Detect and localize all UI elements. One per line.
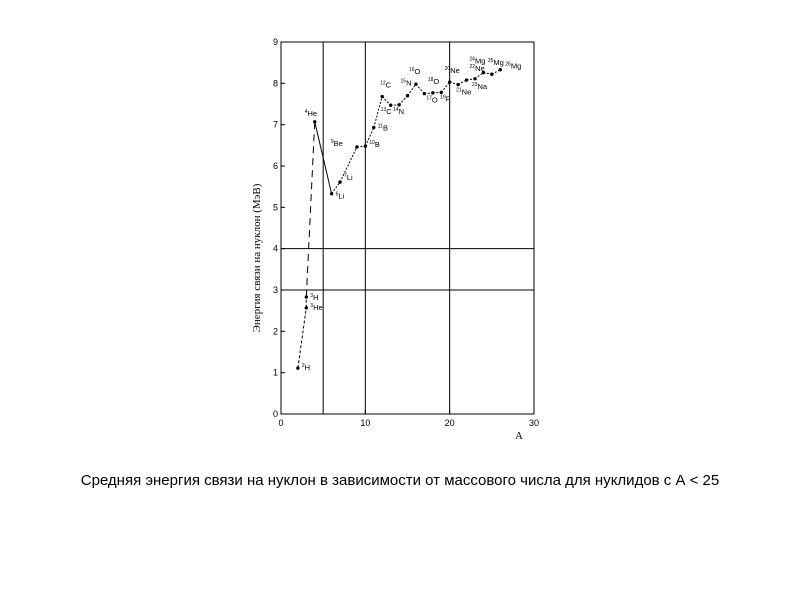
y-tick-label: 9	[273, 37, 278, 47]
x-tick-label: 30	[529, 418, 539, 428]
data-label: 21Ne	[456, 88, 471, 97]
data-label: 20Ne	[445, 66, 460, 75]
data-label: 17O	[426, 96, 438, 105]
data-label: 14N	[393, 107, 404, 116]
series-segment	[398, 95, 408, 106]
series-segment	[407, 83, 417, 97]
data-label: 24Mg	[469, 57, 485, 66]
series-segment	[331, 181, 341, 194]
series-segment	[381, 96, 391, 106]
series-segment	[474, 72, 484, 80]
series-segment	[339, 146, 358, 183]
y-tick-label: 1	[273, 368, 278, 378]
data-label: 13C	[381, 107, 393, 116]
data-point	[380, 94, 384, 99]
y-tick-label: 8	[273, 78, 278, 88]
series-segment	[415, 83, 425, 94]
data-point	[498, 67, 502, 72]
data-point	[456, 82, 460, 87]
data-point	[447, 80, 452, 84]
data-label: 3H	[310, 293, 318, 302]
data-point	[296, 366, 300, 370]
data-point	[431, 91, 435, 95]
data-label: 4He	[305, 109, 317, 118]
y-axis-title: Энергия связи на нуклон (МэВ)	[251, 183, 263, 332]
data-label: 7Li	[344, 173, 353, 182]
x-tick-label: 20	[445, 418, 455, 428]
data-point	[372, 125, 376, 130]
data-label: 26Mg	[505, 62, 521, 71]
data-label: 11B	[378, 124, 388, 133]
series-segment	[314, 121, 333, 194]
data-point	[304, 306, 308, 310]
data-point	[338, 180, 342, 184]
data-label: 16O	[409, 67, 421, 76]
y-tick-label: 3	[273, 285, 278, 295]
data-point	[355, 145, 359, 149]
data-point	[388, 103, 393, 107]
data-label: 18O	[428, 77, 440, 86]
figure-caption: Средняя энергия связи на нуклон в зависи…	[80, 472, 720, 489]
series-segment	[373, 96, 383, 128]
data-label: 22Ne	[470, 64, 485, 73]
x-axis-title: A	[515, 430, 523, 442]
y-tick-label: 2	[273, 326, 278, 336]
data-label: 9Be	[331, 139, 343, 148]
x-tick-label: 10	[360, 418, 370, 428]
y-tick-label: 0	[273, 409, 278, 419]
data-point	[363, 144, 368, 148]
data-label: 15N	[401, 79, 412, 88]
data-point	[304, 295, 308, 299]
plot-frame	[280, 41, 535, 415]
series-dashed-segment	[297, 307, 307, 369]
data-label: 6Li	[336, 192, 345, 201]
x-tick-label: 0	[278, 418, 283, 428]
data-label: 3He	[310, 303, 322, 312]
data-label: 23Na	[472, 82, 488, 91]
data-point	[414, 82, 418, 86]
series-dashed-segment	[305, 121, 316, 298]
data-label: 25Mg	[488, 58, 504, 67]
y-tick-label: 4	[273, 244, 278, 254]
data-point	[439, 90, 443, 95]
data-label: 19F	[440, 94, 451, 103]
series-segment	[440, 81, 451, 93]
data-point	[329, 191, 334, 196]
data-label: 12C	[380, 81, 392, 90]
data-point	[422, 91, 427, 96]
data-point	[405, 94, 410, 98]
y-tick-label: 6	[273, 161, 278, 171]
data-point	[397, 103, 401, 107]
data-point	[490, 72, 494, 76]
data-point	[481, 70, 486, 75]
axis-ticks: 0 1 2 3 4 5 6 7 8 9 0 10 20 30	[273, 37, 539, 428]
data-point	[313, 120, 317, 124]
y-tick-label: 5	[273, 202, 278, 212]
data-point	[473, 77, 477, 81]
data-point	[464, 78, 469, 82]
grid-lines	[281, 42, 534, 414]
data-label: 2H	[302, 363, 310, 372]
y-tick-label: 7	[273, 120, 278, 130]
data-label: 10B	[369, 140, 380, 149]
